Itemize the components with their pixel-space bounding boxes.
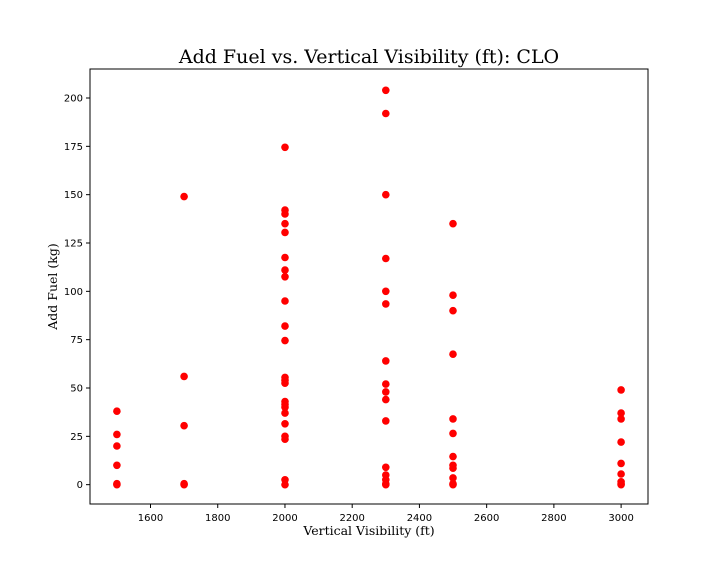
data-point [180, 480, 188, 489]
data-point [382, 300, 390, 308]
axis-ticks: 1600 1800 2000 2200 2400 2600 2800 3000 0 25 50 75 1… [64, 94, 634, 525]
y-tick-label: 100 [64, 287, 83, 298]
x-axis-label: Vertical Visibility (ft) [302, 523, 434, 538]
x-tick-label: 3000 [608, 513, 633, 524]
y-tick-label: 0 [77, 480, 83, 491]
data-point [617, 415, 625, 423]
data-point [281, 219, 289, 228]
data-point [449, 464, 457, 473]
data-point [281, 480, 289, 489]
x-tick-label: 2200 [339, 513, 364, 524]
x-tick-label: 2600 [474, 513, 499, 524]
plot-area-frame [89, 68, 649, 505]
data-point [180, 192, 188, 201]
data-point [113, 430, 121, 439]
x-tick-label: 1800 [205, 513, 230, 524]
data-point [281, 379, 289, 388]
data-point [449, 429, 457, 438]
data-point [382, 463, 390, 472]
data-point [281, 273, 289, 281]
data-points [113, 86, 625, 489]
data-point [449, 480, 457, 489]
data-point [617, 438, 625, 446]
data-point [382, 190, 390, 199]
data-point [382, 395, 390, 404]
y-axis-label: Add Fuel (kg) [45, 243, 60, 330]
data-point [180, 421, 188, 430]
data-point [281, 228, 289, 237]
y-tick-label: 25 [70, 432, 83, 443]
data-point [281, 297, 289, 305]
x-tick-label: 1600 [138, 513, 163, 524]
data-point [113, 480, 121, 489]
data-point [281, 409, 289, 417]
data-point [382, 380, 390, 388]
data-point [281, 143, 289, 152]
data-point [617, 386, 625, 394]
y-tick-label: 75 [70, 335, 83, 346]
data-point [382, 388, 390, 396]
data-point [281, 253, 289, 262]
y-tick-label: 50 [70, 384, 83, 395]
data-point [449, 474, 457, 482]
data-point [382, 109, 390, 118]
data-point [281, 435, 289, 444]
data-point [449, 350, 457, 359]
data-point [382, 86, 390, 95]
data-point [281, 266, 289, 274]
x-tick-label: 2000 [272, 513, 297, 524]
y-tick-label: 175 [64, 142, 83, 153]
data-point [382, 480, 390, 489]
data-point [382, 357, 390, 365]
x-tick-label: 2800 [541, 513, 566, 524]
data-point [617, 470, 625, 478]
data-point [113, 442, 121, 450]
data-point [281, 420, 289, 428]
x-tick-label: 2400 [407, 513, 432, 524]
data-point [617, 409, 625, 417]
chart-title: Add Fuel vs. Vertical Visibility (ft): C… [178, 46, 559, 68]
data-point [449, 415, 457, 423]
data-point [281, 403, 289, 412]
data-point [382, 254, 390, 263]
data-point [617, 480, 625, 489]
data-point [449, 306, 457, 315]
data-point [449, 219, 457, 228]
data-point [449, 291, 457, 300]
y-tick-label: 150 [64, 190, 83, 201]
y-tick-label: 125 [64, 239, 83, 250]
data-point [617, 459, 625, 468]
data-point [449, 452, 457, 461]
data-point [382, 287, 390, 296]
data-point [281, 336, 289, 345]
data-point [113, 461, 121, 470]
data-point [113, 407, 121, 416]
data-point [382, 417, 390, 425]
data-point [281, 322, 289, 330]
data-point [180, 372, 188, 381]
data-point [281, 210, 289, 218]
y-tick-label: 200 [64, 94, 83, 105]
